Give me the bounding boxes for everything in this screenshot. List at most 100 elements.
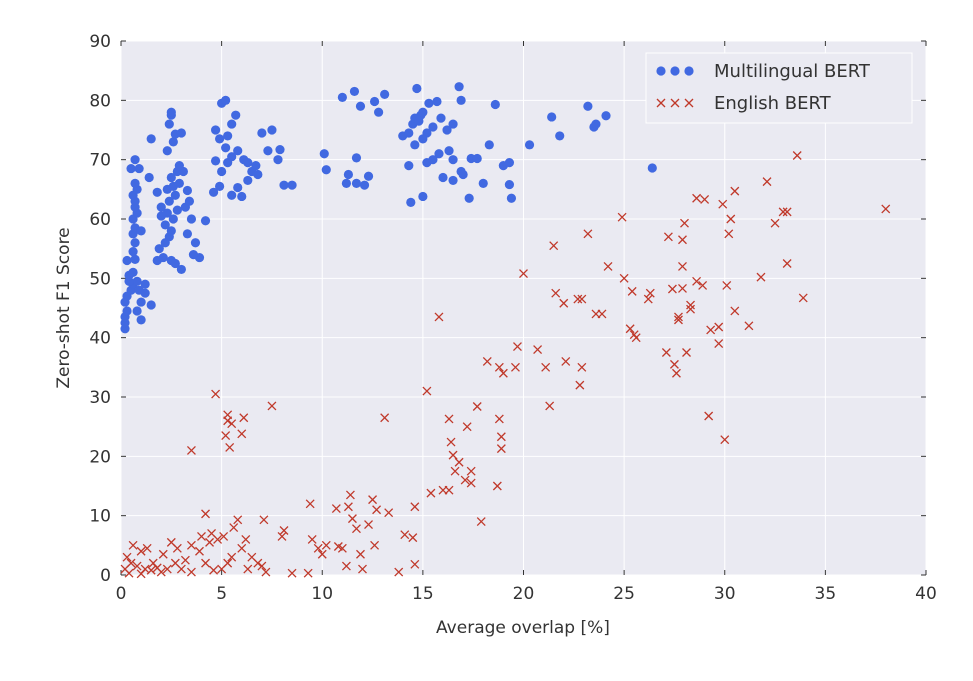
multilingual-bert-point xyxy=(154,244,164,254)
legend-marker-multilingual xyxy=(656,66,694,76)
english-bert-point xyxy=(345,490,355,500)
english-bert-point xyxy=(422,386,432,396)
x-tick-label: 0 xyxy=(116,584,127,604)
english-bert-point xyxy=(237,429,247,439)
multilingual-bert-point xyxy=(124,276,134,286)
english-bert-point xyxy=(678,235,687,245)
english-bert-point xyxy=(136,569,146,579)
multilingual-bert-point xyxy=(146,134,156,144)
english-bert-point xyxy=(722,280,732,290)
english-bert-point xyxy=(195,546,204,556)
multilingual-bert-point xyxy=(524,140,535,150)
english-bert-point xyxy=(714,339,724,349)
english-bert-point xyxy=(466,478,476,488)
multilingual-bert-point xyxy=(200,216,211,226)
x-tick-label: 30 xyxy=(714,584,736,604)
english-bert-point xyxy=(513,342,522,352)
multilingual-bert-point xyxy=(190,238,201,248)
english-bert-point xyxy=(482,356,492,366)
english-bert-point xyxy=(762,177,772,187)
english-bert-point xyxy=(577,294,587,304)
english-bert-point xyxy=(380,413,390,423)
multilingual-bert-point xyxy=(279,180,289,190)
english-bert-point xyxy=(496,444,506,454)
multilingual-bert-point xyxy=(130,178,140,188)
english-bert-point xyxy=(426,488,436,498)
multilingual-bert-point xyxy=(227,190,237,200)
english-bert-point xyxy=(132,561,142,571)
x-tick-label: 25 xyxy=(613,584,635,604)
english-bert-point xyxy=(303,568,313,578)
y-tick-label: 50 xyxy=(89,269,111,289)
english-bert-point xyxy=(279,526,289,535)
english-bert-point xyxy=(313,543,323,553)
english-bert-point xyxy=(472,402,482,411)
english-bert-point xyxy=(726,214,736,224)
multilingual-bert-point xyxy=(166,107,176,117)
multilingual-bert-point xyxy=(128,267,138,277)
multilingual-bert-point xyxy=(176,128,186,138)
multilingual-bert-point xyxy=(243,158,253,168)
multilingual-bert-point xyxy=(251,161,261,171)
multilingual-bert-point xyxy=(404,128,414,138)
legend-label-multilingual: Multilingual BERT xyxy=(714,61,871,82)
english-bert-point xyxy=(186,567,196,577)
english-bert-point xyxy=(663,232,673,242)
y-tick-label: 70 xyxy=(89,151,111,171)
multilingual-bert-point xyxy=(221,95,231,105)
multilingual-bert-point xyxy=(168,214,178,224)
english-bert-point xyxy=(678,262,687,271)
english-bert-point xyxy=(577,362,587,372)
english-bert-point xyxy=(225,442,235,452)
multilingual-bert-point xyxy=(434,149,444,159)
english-bert-point xyxy=(460,475,470,485)
english-bert-point xyxy=(186,540,196,550)
multilingual-bert-point xyxy=(152,187,162,197)
multilingual-bert-point xyxy=(122,255,132,266)
multilingual-bert-point xyxy=(319,149,329,159)
multilingual-bert-point xyxy=(182,185,193,196)
english-bert-point xyxy=(227,419,237,429)
english-bert-point xyxy=(211,389,221,399)
multilingual-bert-point xyxy=(166,226,176,236)
multilingual-bert-point xyxy=(231,110,241,120)
legend-circle-marker xyxy=(670,66,680,76)
english-bert-point xyxy=(434,312,444,322)
english-bert-point xyxy=(669,359,679,369)
english-bert-point xyxy=(682,348,691,357)
multilingual-bert-point xyxy=(343,169,354,180)
english-bert-point xyxy=(384,508,394,518)
english-bert-point xyxy=(261,567,271,577)
multilingual-bert-point xyxy=(160,220,170,230)
english-bert-point xyxy=(219,531,229,541)
multilingual-bert-point xyxy=(237,191,247,202)
multilingual-bert-point xyxy=(227,119,237,129)
english-bert-point xyxy=(782,207,792,217)
english-bert-point xyxy=(120,564,130,574)
english-bert-point xyxy=(400,530,410,540)
english-bert-point xyxy=(277,531,287,541)
english-bert-point xyxy=(267,401,277,411)
multilingual-bert-point xyxy=(337,92,347,102)
english-bert-point xyxy=(257,561,267,571)
english-bert-point xyxy=(643,294,653,304)
multilingual-bert-point xyxy=(547,112,557,122)
english-bert-point xyxy=(549,241,559,251)
english-bert-point xyxy=(678,283,687,293)
english-bert-point xyxy=(627,286,637,296)
english-bert-point xyxy=(744,321,754,331)
multilingual-bert-point xyxy=(448,175,458,186)
multilingual-bert-point xyxy=(136,315,146,325)
multilingual-bert-point xyxy=(267,125,277,135)
english-bert-point xyxy=(625,324,635,334)
multilingual-bert-point xyxy=(164,119,174,129)
multilingual-bert-point xyxy=(412,83,422,94)
multilingual-bert-point xyxy=(257,128,267,138)
multilingual-bert-point xyxy=(215,181,225,191)
multilingual-bert-point xyxy=(418,107,428,117)
multilingual-bert-point xyxy=(134,285,144,295)
multilingual-bert-point xyxy=(321,165,331,175)
multilingual-bert-point xyxy=(136,297,146,307)
english-bert-point xyxy=(347,514,357,524)
english-bert-point xyxy=(372,505,382,515)
